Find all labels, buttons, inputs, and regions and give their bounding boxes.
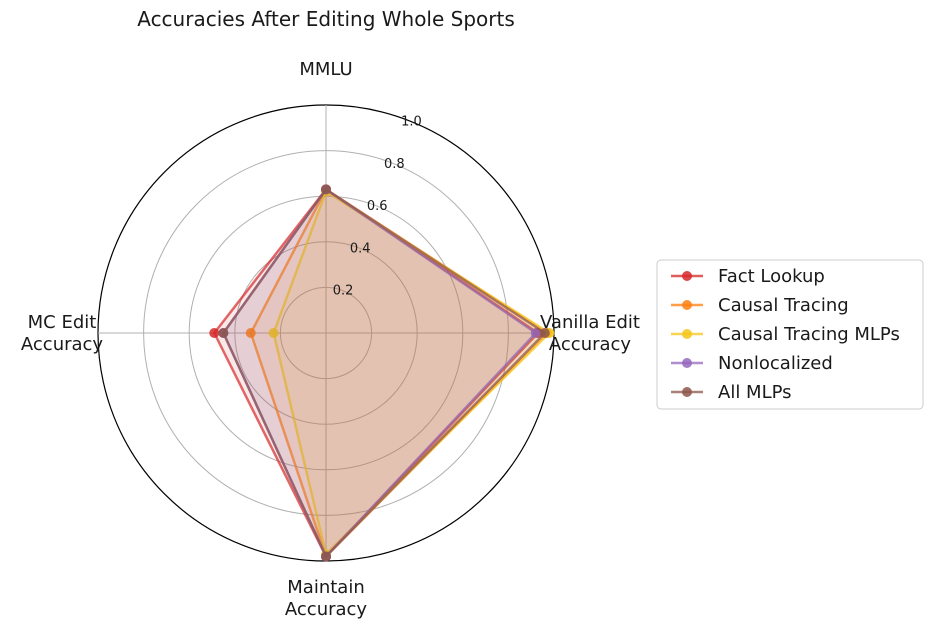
series-fill: [223, 189, 545, 557]
legend-label: Causal Tracing MLPs: [718, 324, 900, 345]
chart-title: Accuracies After Editing Whole Sports: [137, 7, 515, 31]
legend-swatch-marker: [682, 387, 692, 397]
axis-label-line: Accuracy: [285, 599, 368, 620]
legend-swatch-marker: [682, 358, 692, 368]
data-point: [209, 328, 220, 338]
radial-tick-labels: 0.2 0.4 0.6 0.8 1.0: [333, 115, 422, 299]
radial-tick-label: 1.0: [401, 115, 422, 130]
data-point: [268, 328, 279, 338]
data-point: [321, 184, 331, 195]
data-point: [321, 551, 331, 562]
legend-entry: Causal Tracing: [671, 295, 849, 316]
data-point: [539, 328, 550, 338]
axis-label: Vanilla Edit Accuracy: [540, 312, 640, 355]
legend-entry: Nonlocalized: [671, 353, 833, 374]
legend-label: Causal Tracing: [718, 295, 849, 316]
legend-swatch-marker: [682, 300, 692, 310]
axis-label-line: MMLU: [299, 59, 352, 80]
legend-entry: Fact Lookup: [671, 266, 825, 287]
radial-tick-label: 0.4: [350, 241, 371, 256]
axis-label: MC Edit Accuracy: [21, 312, 104, 355]
series-layer: [209, 184, 555, 562]
axis-label-line: Maintain: [287, 577, 364, 598]
legend-frame: [656, 259, 924, 410]
axis-label: Maintain Accuracy: [285, 577, 368, 620]
series-fill: [250, 189, 548, 557]
data-point: [530, 328, 541, 338]
axis-label-line: Accuracy: [549, 334, 632, 355]
series-all-mlps: [218, 184, 550, 562]
legend: Fact Lookup Causal Tracing Causal Tracing …: [656, 259, 924, 410]
legend-swatch-marker: [682, 271, 692, 281]
legend-entry: Causal Tracing MLPs: [671, 324, 900, 345]
legend-entry: All MLPs: [671, 382, 792, 403]
series-fill: [273, 191, 550, 555]
radial-tick-label: 0.6: [367, 199, 388, 214]
radial-tick-label: 0.2: [333, 284, 354, 299]
data-point: [245, 328, 256, 338]
legend-swatch-marker: [682, 329, 692, 339]
legend-label: Fact Lookup: [718, 266, 825, 287]
axis-label-line: MC Edit: [28, 312, 97, 333]
axis-label-line: Accuracy: [21, 334, 104, 355]
axis-label: MMLU: [299, 59, 352, 80]
legend-label: Nonlocalized: [718, 353, 833, 374]
radial-tick-label: 0.8: [384, 157, 405, 172]
data-point: [218, 328, 229, 338]
legend-label: All MLPs: [718, 382, 792, 403]
axis-label-line: Vanilla Edit: [540, 312, 640, 333]
series-fill: [223, 189, 536, 557]
